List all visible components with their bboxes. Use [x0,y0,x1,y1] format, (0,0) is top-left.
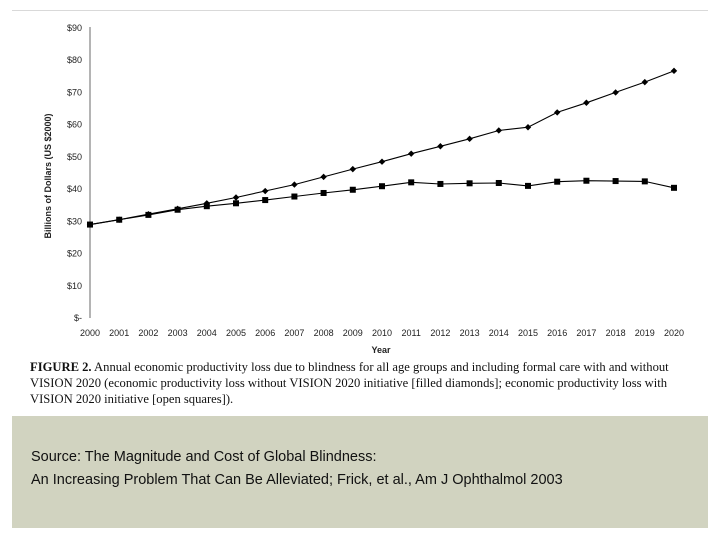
top-divider [12,10,708,11]
y-tick-label: $80 [67,55,82,65]
series-lines [89,70,675,226]
x-tick-label: 2016 [547,328,567,338]
diamond-marker [320,173,327,181]
square-marker [466,180,473,187]
x-tick-label: 2018 [606,328,626,338]
square-marker [262,197,269,204]
x-tick-label: 2015 [518,328,538,338]
square-marker [437,180,444,187]
x-tick-label: 2012 [430,328,450,338]
figure-label: FIGURE 2. [30,360,92,374]
y-axis-title: Billions of Dollars (US $2000) [43,113,53,238]
diamond-marker [554,109,561,116]
x-tick-label: 2010 [372,328,392,338]
diamond-marker [612,89,619,96]
y-tick-label: $40 [67,184,82,194]
x-tick-label: 2003 [168,328,188,338]
diamond-marker [670,67,678,75]
square-marker [145,211,152,218]
y-tick-label: $50 [67,152,82,162]
source-line-1: Source: The Magnitude and Cost of Global… [31,449,377,465]
x-tick-label: 2004 [197,328,217,338]
square-marker [349,186,356,193]
diamond-marker [437,143,444,150]
x-tick-label: 2006 [255,328,275,338]
diamond-marker [495,127,502,134]
y-tick-label: $30 [67,216,82,226]
x-tick-label: 2013 [460,328,480,338]
x-axis-title: Year [371,345,391,355]
diamond-marker [641,78,648,86]
figure-caption: FIGURE 2. Annual economic productivity l… [30,359,702,407]
y-tick-label: $70 [67,87,82,97]
x-tick-label: 2020 [664,328,684,338]
square-marker [116,216,123,223]
series-line-1 [89,70,675,226]
square-marker [174,206,181,213]
square-marker [379,183,385,190]
diamond-marker [349,165,356,173]
square-marker [291,193,298,200]
y-tick-labels: $- $10 $20 $30 $40 $50 $60 $70 $80 $90 [67,23,82,323]
square-marker [233,200,239,207]
diamond-marker [466,135,473,143]
diamond-marker [262,187,269,195]
y-tick-label: $60 [67,120,82,130]
x-tick-label: 2007 [284,328,304,338]
diamond-marker [378,158,386,165]
diamond-marker [408,150,415,157]
figure-caption-text: Annual economic productivity loss due to… [30,360,669,406]
x-tick-label: 2000 [80,328,100,338]
x-tick-label: 2008 [314,328,334,338]
x-tick-label: 2002 [138,328,158,338]
diamond-marker [291,181,298,188]
x-tick-label: 2001 [109,328,129,338]
square-marker [671,184,677,191]
square-marker [525,182,531,189]
productivity-loss-chart: $-$10$20$30$40$50$60$70$80$90 2000 2001 20… [43,23,684,355]
square-marker [203,203,210,210]
y-tick-label: $- [74,313,82,323]
x-tick-label: 2011 [402,328,421,338]
square-marker [612,178,619,185]
y-tick-label: $10 [67,281,82,291]
square-marker [554,178,561,185]
y-tick-label: $90 [67,23,82,33]
diamond-marker [583,99,590,106]
diamond-marker [232,194,240,201]
series-markers [86,67,678,228]
square-marker [641,178,648,185]
source-line-2: An Increasing Problem That Can Be Allevi… [31,472,563,488]
x-tick-label: 2019 [635,328,655,338]
diamond-marker [524,124,532,131]
x-tick-label: 2014 [489,328,509,338]
x-tick-labels: 2000 2001 2002 2003 2004 2005 2006 2007 2008 2009… [80,328,684,338]
square-marker [495,179,502,186]
square-marker [583,177,590,184]
x-tick-label: 2009 [343,328,363,338]
square-marker [87,221,93,228]
y-tick-label: $20 [67,249,82,259]
x-tick-label: 2017 [576,328,596,338]
square-marker [320,189,327,196]
x-tick-label: 2005 [226,328,246,338]
square-marker [408,179,415,186]
source-box: Source: The Magnitude and Cost of Global… [12,416,708,528]
